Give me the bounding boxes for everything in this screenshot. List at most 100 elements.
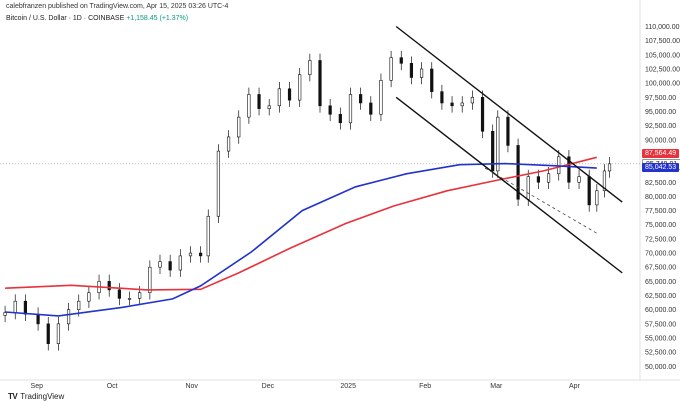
- candle-body: [148, 266, 152, 294]
- x-tick-label: Oct: [107, 383, 118, 390]
- candle-body: [23, 300, 27, 315]
- candle-body: [87, 292, 91, 302]
- candle-body: [277, 88, 281, 107]
- candle-body: [107, 281, 111, 291]
- candle-body: [338, 113, 342, 124]
- price-change: +1,158.45 (+1.37%): [126, 15, 189, 22]
- y-tick-label: 105,000.00: [645, 52, 680, 59]
- candle-body: [46, 323, 50, 344]
- candle-body: [117, 289, 121, 299]
- price-tag: 85,042.53: [642, 163, 680, 173]
- y-tick-label: 72,500.00: [645, 236, 676, 243]
- y-tick-label: 110,000.00: [645, 24, 680, 31]
- candle-body: [127, 298, 132, 300]
- candle-body: [226, 136, 231, 152]
- y-tick-label: 55,000.00: [645, 336, 676, 343]
- y-tick-label: 62,500.00: [645, 293, 676, 300]
- candle-body: [595, 190, 599, 206]
- candle-body: [257, 94, 261, 109]
- symbol-legend: Bitcoin / U.S. Dollar · 1D · COINBASE +1…: [6, 15, 188, 22]
- candle-body: [491, 130, 495, 172]
- candle-body: [318, 60, 322, 107]
- x-tick-label: Mar: [490, 383, 503, 390]
- candle-body: [158, 261, 162, 268]
- candle-body: [36, 313, 40, 325]
- candle-body: [287, 88, 292, 101]
- candle-body: [506, 116, 510, 146]
- y-tick-label: 57,500.00: [645, 321, 676, 328]
- candle-body: [216, 150, 221, 217]
- y-tick-label: 75,000.00: [645, 222, 676, 229]
- candle-body: [430, 68, 434, 92]
- candle-body: [247, 94, 251, 118]
- candle-body: [470, 96, 474, 104]
- candle-body: [460, 102, 464, 107]
- publish-info: calebfranzen published on TradingView.co…: [6, 3, 229, 10]
- candle-body: [440, 91, 444, 104]
- candle-body: [138, 292, 142, 299]
- y-tick-label: 95,000.00: [645, 109, 676, 116]
- y-tick-label: 102,500.00: [645, 66, 680, 73]
- candle-body: [206, 215, 210, 257]
- candle-body: [379, 80, 383, 115]
- y-tick-label: 65,000.00: [645, 279, 676, 286]
- candle-body: [602, 170, 607, 192]
- candle-body: [577, 176, 581, 183]
- candle-body: [298, 74, 302, 101]
- candle-body: [389, 57, 393, 81]
- candle-body: [496, 116, 500, 172]
- symbol-name: Bitcoin / U.S. Dollar · 1D · COINBASE: [6, 15, 125, 22]
- candle-body: [567, 156, 571, 183]
- candle-body: [399, 57, 403, 64]
- y-tick-label: 90,000.00: [645, 137, 676, 144]
- candle-body: [480, 96, 485, 132]
- y-tick-label: 67,500.00: [645, 265, 676, 272]
- red-moving-average: [5, 156, 597, 291]
- candle-body: [3, 312, 7, 316]
- candle-body: [607, 163, 612, 172]
- y-tick-label: 52,500.00: [645, 350, 676, 357]
- brand-label: TradingView: [20, 392, 65, 401]
- y-tick-label: 70,000.00: [645, 251, 676, 258]
- y-tick-label: 92,500.00: [645, 123, 676, 130]
- price-tag: 87,564.49: [642, 149, 680, 159]
- candle-body: [66, 309, 71, 325]
- candle-body: [536, 176, 541, 183]
- channel-lower-line: [395, 96, 623, 274]
- candle-body: [308, 60, 312, 75]
- candle-body: [168, 261, 172, 271]
- candle-body: [56, 323, 61, 344]
- candle-body: [178, 255, 182, 271]
- y-tick-label: 82,500.00: [645, 180, 676, 187]
- candle-body: [526, 176, 530, 200]
- y-tick-label: 107,500.00: [645, 38, 680, 45]
- x-tick-label: 2025: [340, 383, 356, 390]
- candle-body: [587, 176, 591, 206]
- x-tick-label: Dec: [262, 383, 275, 390]
- candle-body: [199, 252, 203, 257]
- tradingview-logo-icon: TV: [8, 392, 18, 401]
- y-tick-label: 60,000.00: [645, 307, 676, 314]
- candle-body: [369, 102, 373, 115]
- blue-moving-average: [5, 162, 597, 317]
- candle-body: [546, 173, 551, 183]
- x-tick-label: Apr: [569, 383, 581, 390]
- candle-body: [267, 105, 271, 109]
- footer: TV TradingView: [8, 392, 64, 401]
- candle-body: [13, 300, 17, 313]
- y-tick-label: 50,000.00: [645, 364, 676, 371]
- candle-body: [516, 145, 520, 200]
- y-tick-label: 80,000.00: [645, 194, 676, 201]
- candle-body: [359, 94, 363, 104]
- candle-body: [328, 105, 332, 115]
- y-tick-label: 77,500.00: [645, 208, 676, 215]
- candle-body: [450, 102, 454, 107]
- candle-body: [237, 116, 241, 138]
- channel-upper-line: [395, 25, 623, 203]
- candle-body: [188, 252, 193, 257]
- candle-body: [419, 68, 424, 78]
- candle-body: [409, 63, 414, 78]
- candle-body: [77, 300, 81, 310]
- candle-body: [348, 94, 353, 124]
